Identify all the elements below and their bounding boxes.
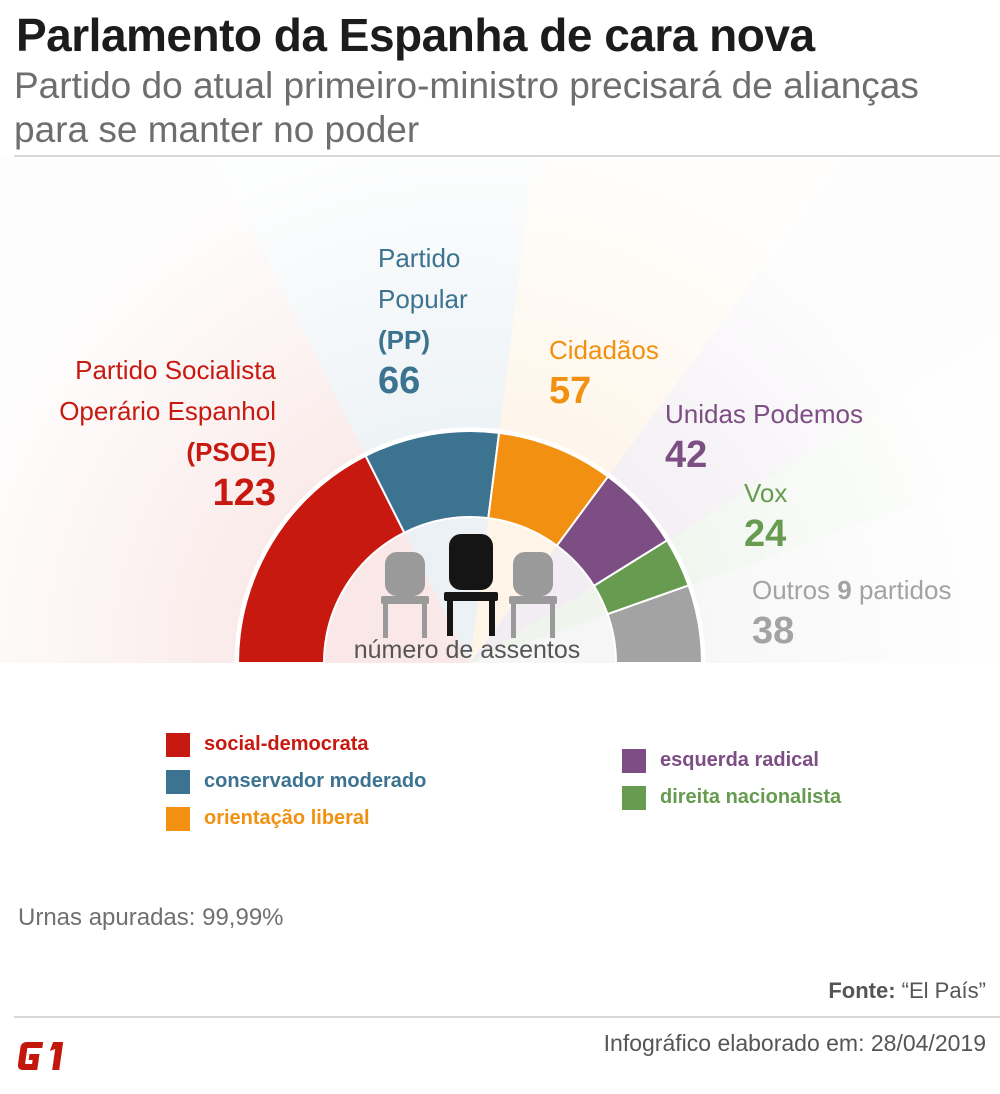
legend-left: social-democrata conservador moderado or… xyxy=(166,726,426,837)
slice-name-prefix: Outros xyxy=(752,575,831,605)
slice-abbr: (PP) xyxy=(378,325,430,355)
center-label: número de assentos xyxy=(353,636,581,664)
slice-name-suffix: partidos xyxy=(858,575,952,605)
slice-name-count: 9 xyxy=(837,575,852,605)
legend-item: esquerda radical xyxy=(622,742,841,779)
legend-label: esquerda radical xyxy=(660,749,819,771)
slice-label-cidadaos: Cidadãos 57 xyxy=(549,330,659,411)
slice-label-psoe: Partido Socialista Operário Espanhol (PS… xyxy=(59,350,276,513)
slice-name-line: Cidadãos xyxy=(549,335,659,365)
legend-swatch xyxy=(622,748,646,773)
slice-value: 24 xyxy=(744,513,787,555)
legend-label: social-democrata xyxy=(204,733,369,755)
parliament-chart xyxy=(0,158,1000,668)
g1-logo xyxy=(17,1042,64,1070)
slice-name-line: Partido xyxy=(378,243,461,273)
legend-right: esquerda radical direita nacionalista xyxy=(622,742,841,816)
legend-label: direita nacionalista xyxy=(660,786,842,808)
slice-name-line: Partido Socialista xyxy=(75,355,276,385)
slice-name-line: Outros 9 partidos xyxy=(752,570,951,611)
legend-item: direita nacionalista xyxy=(622,779,841,816)
chart-title: Parlamento da Espanha de cara nova xyxy=(16,9,815,61)
legend-item: orientação liberal xyxy=(166,800,426,837)
slice-name-line: Unidas Podemos xyxy=(665,399,863,429)
legend-item: social-democrata xyxy=(166,726,426,763)
top-divider xyxy=(14,155,1000,157)
slice-name-line: Popular xyxy=(378,284,468,314)
legend-swatch xyxy=(166,806,190,831)
source: Fonte: “El País” xyxy=(828,978,986,1004)
legend-swatch xyxy=(166,769,190,794)
slice-name-line: Vox xyxy=(744,478,788,508)
arc-outline xyxy=(234,427,706,664)
seat-arcs xyxy=(234,427,706,664)
slice-label-vox: Vox 24 xyxy=(744,473,787,554)
slice-value: 66 xyxy=(378,360,421,402)
slice-value: 38 xyxy=(752,610,795,652)
legend-label: orientação liberal xyxy=(204,807,370,829)
chart-subtitle: Partido do atual primeiro-ministro preci… xyxy=(14,65,919,150)
slice-name-line: Operário Espanhol xyxy=(59,396,276,426)
infographic-credit: Infográfico elaborado em: 28/04/2019 xyxy=(603,1030,986,1056)
seat-slice xyxy=(606,584,704,664)
slice-value: 42 xyxy=(665,434,708,476)
legend-swatch xyxy=(622,785,646,810)
slice-abbr: (PSOE) xyxy=(186,437,276,467)
slice-label-pp: Partido Popular (PP) 66 xyxy=(378,238,468,401)
slice-label-podemos: Unidas Podemos 42 xyxy=(665,394,863,475)
slice-value: 57 xyxy=(549,370,592,412)
legend-item: conservador moderado xyxy=(166,763,426,800)
legend-swatch xyxy=(166,732,190,757)
slice-value: 123 xyxy=(212,472,276,514)
bottom-divider xyxy=(14,1016,1000,1018)
chairs-icon xyxy=(381,534,557,638)
legend-label: conservador moderado xyxy=(204,770,427,792)
urnas-apuradas: Urnas apuradas: 99,99% xyxy=(18,904,284,931)
slice-label-outros: Outros 9 partidos 38 xyxy=(752,570,951,651)
source-label: Fonte: xyxy=(828,978,896,1003)
source-value: “El País” xyxy=(901,978,986,1003)
